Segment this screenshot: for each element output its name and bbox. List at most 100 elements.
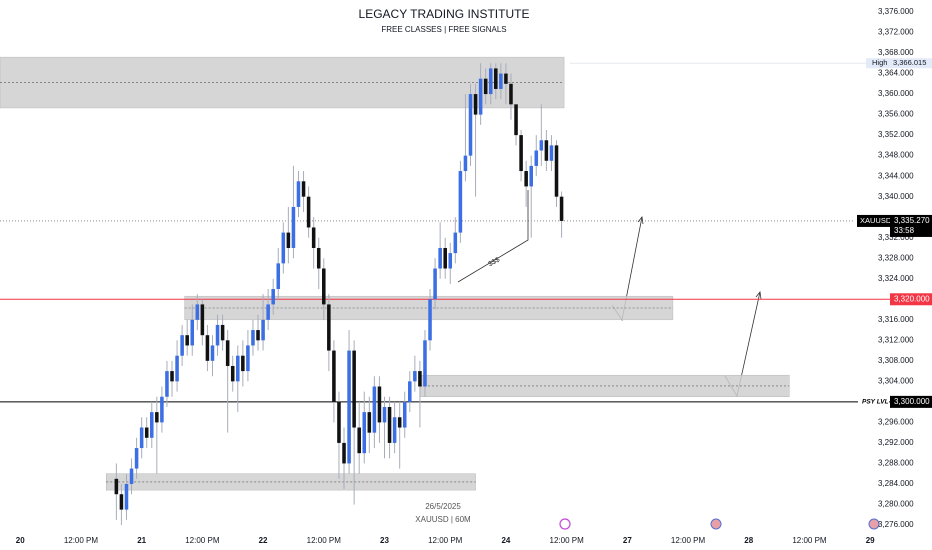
candle-body [220,324,225,341]
candle-body [402,401,407,428]
candle-body [276,263,281,290]
candle-body [357,427,361,454]
annotation: $$$ [487,256,501,268]
candle-body [281,232,286,264]
candle-body [119,494,124,510]
candle-body [155,412,159,423]
candle-body [458,171,463,233]
candle-body [443,247,447,269]
x-tick-label: 12:00 PM [671,536,706,545]
candle-body [483,78,488,95]
candle-body [139,427,144,449]
candle-body [150,412,154,438]
event-icon[interactable] [559,518,571,530]
candle-body [322,268,326,305]
y-tick-label: 3,324.000 [878,274,914,283]
y-tick-label: 3,352.000 [878,130,914,139]
y-tick-label: 3,328.000 [878,253,914,262]
candle-body [463,155,468,172]
candle-body [453,232,458,254]
y-tick-label: 3,288.000 [878,459,914,468]
candle-body [271,289,275,305]
level-tag [890,395,932,408]
price-value: 3,335.270 [894,216,930,225]
x-tick-label: 21 [137,536,146,545]
candle-body [382,407,387,423]
x-tick-label: 29 [866,536,875,545]
candle-body [144,427,149,438]
candle-body [170,371,174,382]
candle-body [352,350,356,428]
y-tick-label: 3,364.000 [878,69,914,78]
candle-body [190,319,195,346]
y-tick-label: 3,292.000 [878,438,914,447]
candle-body [337,401,341,443]
y-tick-label: 3,332.000 [878,233,914,242]
y-tick-label: 3,308.000 [878,356,914,365]
candle-body [504,73,508,84]
x-tick-label: 12:00 PM [428,536,463,545]
event-icon[interactable] [710,518,722,530]
candle-body [478,78,483,115]
candle-body [291,206,296,248]
y-tick-label: 3,344.000 [878,171,914,180]
candle-body [473,94,478,115]
candle-body [539,140,544,151]
candle-body [241,355,245,372]
candle-body [418,371,422,387]
y-tick-label: 3,296.000 [878,418,914,427]
candle-body [225,340,230,366]
x-tick-label: 12:00 PM [64,536,99,545]
y-tick-label: 3,284.000 [878,479,914,488]
candle-body [230,365,235,382]
y-tick-label: 3,376.000 [878,7,914,16]
y-tick-label: 3,360.000 [878,89,914,98]
candle-body [306,196,311,228]
candle-body [246,345,250,372]
candle-body [549,145,554,161]
candle-body [367,412,372,433]
candle-body [362,412,367,454]
candle-body [413,371,417,382]
candle-body [438,247,442,269]
x-tick-label: 12:00 PM [185,536,220,545]
candle-body [205,335,210,361]
candle-body [529,165,533,187]
candle-body [266,304,270,320]
candle-body [261,319,265,341]
level-tag [890,293,932,306]
candle-body [180,335,184,356]
candle-body [372,386,377,433]
x-tick-label: 28 [744,536,753,545]
candle-body [251,330,255,346]
candle-body [559,196,564,221]
candle-body [185,335,189,346]
candle-body [509,83,513,105]
candle-body [236,355,240,382]
countdown: 33:58 [894,226,915,235]
event-icon[interactable] [868,518,880,530]
candle-body [387,407,392,443]
candle-body [428,299,432,341]
y-tick-label: 3,304.000 [878,376,914,385]
candle-body [494,68,498,89]
candle-body [165,371,169,397]
candle-body [377,386,382,423]
chart-subtitle: FREE CLASSES | FREE SIGNALS [381,25,506,34]
candle-body [210,345,215,361]
candle-body [544,140,549,161]
candle-body [499,73,503,89]
candle-body [200,304,205,336]
candle-body [286,232,291,248]
candle-body [301,181,306,197]
candle-body [134,448,139,469]
candle-body [342,442,346,464]
x-tick-label: 12:00 PM [307,536,342,545]
x-tick-label: 20 [16,536,25,545]
y-tick-label: 3,280.000 [878,500,914,509]
candle-body [392,417,397,443]
candle-body [347,350,351,464]
candle-body [296,181,301,207]
chart-title: LEGACY TRADING INSTITUTE [359,7,530,21]
